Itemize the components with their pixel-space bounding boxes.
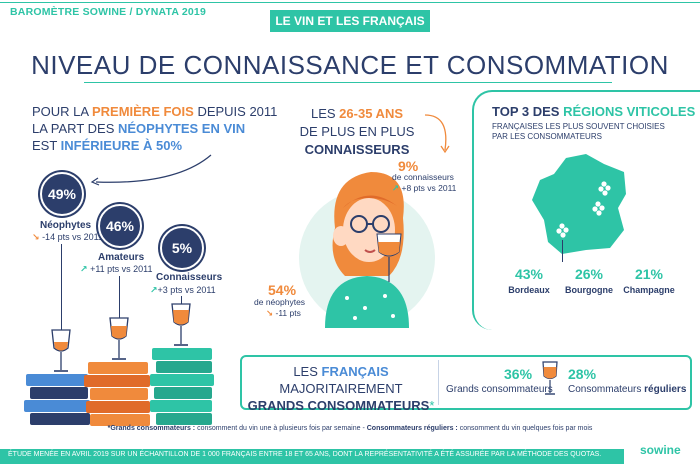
- title-rule: [84, 82, 612, 83]
- page-title: NIVEAU DE CONNAISSANCE ET CONSOMMATION: [31, 50, 669, 80]
- woman-wine-illustration: [299, 172, 435, 328]
- region-pct-bordeaux: 43%: [514, 266, 544, 282]
- france-map: [532, 154, 626, 254]
- wine-glass-icon: [51, 329, 71, 372]
- connector-line: [61, 244, 62, 330]
- stat-circle-amateurs: 46%: [98, 204, 142, 248]
- neophytes-label: de néophytes: [254, 297, 306, 307]
- reguliers-label: Consommateurs réguliers: [568, 384, 687, 395]
- region-pct-bourgogne: 26%: [574, 266, 604, 282]
- grands-label: Grands consommateurs: [446, 384, 553, 395]
- barometre-label: BAROMÈTRE SOWINE / DYNATA 2019: [10, 6, 206, 18]
- wine-glass-icon: [171, 303, 191, 346]
- stat-circle-connaisseurs: 5%: [160, 226, 204, 270]
- consumers-box: [240, 355, 692, 410]
- neophytes-pct: 54%: [268, 282, 297, 298]
- reguliers-pct: 28%: [568, 366, 597, 382]
- region-pct-champagne: 21%: [634, 266, 664, 282]
- curve-arrow-icon: [90, 154, 212, 186]
- sowine-logo: sowine: [640, 443, 681, 457]
- connaisseurs-change: ↗ +8 pts vs 2011: [392, 183, 457, 193]
- stat-change-connaisseurs: ↗+3 pts vs 2011: [150, 285, 216, 295]
- connaisseurs-pct: 9%: [398, 158, 419, 174]
- stat-label-amateurs: Amateurs: [98, 252, 145, 263]
- connaisseurs-label: de connaisseurs: [392, 172, 454, 182]
- consumers-heading: LES FRANÇAIS MAJORITAIREMENT GRANDS CONS…: [244, 360, 439, 413]
- grands-pct: 36%: [504, 366, 533, 382]
- methodology-note: ÉTUDE MENÉE EN AVRIL 2019 SUR UN ÉCHANTI…: [8, 451, 602, 458]
- neophytes-change: ↘ -11 pts: [266, 308, 301, 318]
- connector-line: [119, 276, 120, 318]
- curve-arrow-icon: [424, 114, 450, 154]
- left-heading: POUR LA PREMIÈRE FOIS DEPUIS 2011 LA PAR…: [32, 104, 278, 153]
- region-name-champagne: Champagne: [623, 285, 675, 295]
- regions-panel: [472, 90, 700, 330]
- wine-glass-icon: [109, 317, 129, 360]
- region-name-bourgogne: Bourgogne: [565, 285, 613, 295]
- stat-change-neophytes: ↘ -14 pts vs 2011: [32, 232, 103, 242]
- bottom-bar: [0, 449, 700, 464]
- connector-line: [181, 296, 182, 304]
- stat-label-neophytes: Néophytes: [40, 220, 92, 231]
- wine-glass-icon: [542, 361, 558, 395]
- stat-label-connaisseurs: Connaisseurs: [156, 272, 223, 283]
- region-name-bordeaux: Bordeaux: [508, 285, 550, 295]
- middle-heading: LES 26-35 ANS DE PLUS EN PLUS CONNAISSEU…: [299, 106, 415, 157]
- logo-backdrop: [624, 439, 700, 464]
- regions-title: TOP 3 DES RÉGIONS VITICOLES: [492, 104, 696, 119]
- stat-change-amateurs: ↗ +11 pts vs 2011: [80, 264, 153, 274]
- connector-line: [562, 240, 563, 262]
- top-rule: [0, 2, 700, 3]
- stat-circle-neophytes: 49%: [40, 172, 84, 216]
- regions-subtitle: FRANÇAISES LES PLUS SOUVENT CHOISIES PAR …: [492, 122, 665, 141]
- footnote: *Grands consommateurs : consomment du vi…: [107, 425, 593, 432]
- top-banner: LE VIN ET LES FRANÇAIS: [270, 10, 430, 32]
